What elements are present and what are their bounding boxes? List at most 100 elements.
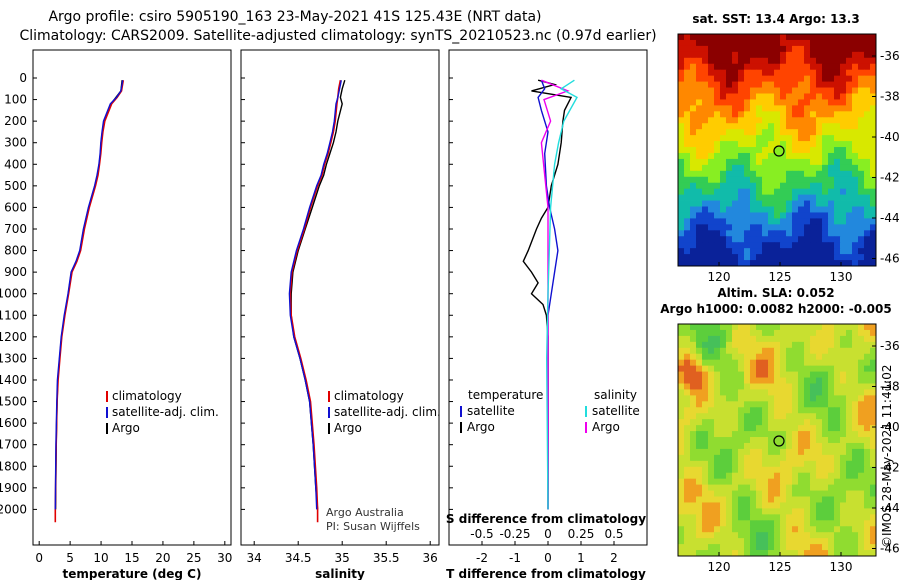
map-cell	[774, 224, 781, 231]
map-cell	[738, 176, 745, 184]
map-cell	[708, 395, 715, 402]
series-argo	[54, 80, 123, 510]
map-cell	[792, 466, 799, 474]
map-cell	[840, 365, 847, 372]
map-cell	[804, 182, 811, 190]
map-cell	[684, 93, 691, 100]
map-cell	[720, 538, 727, 545]
map-cell	[720, 353, 727, 361]
map-cell	[792, 123, 799, 130]
map-cell	[798, 69, 805, 77]
map-cell	[780, 45, 787, 53]
map-cell	[684, 45, 691, 53]
map-cell	[744, 514, 751, 521]
map-cell	[756, 431, 763, 438]
map-cell	[810, 194, 817, 201]
map-cell	[852, 395, 859, 402]
map-cell	[678, 550, 685, 557]
map-cell	[822, 502, 829, 509]
map-cell	[708, 206, 715, 213]
map-cell	[816, 75, 823, 82]
map-cell	[822, 365, 829, 372]
map-cell	[744, 508, 751, 515]
map-cell	[828, 502, 835, 509]
difference-x-ticks: -2 -1 0 1 2	[476, 541, 618, 565]
depth-tick-label: 400	[4, 157, 27, 171]
map-cell	[822, 105, 829, 112]
map-cell	[834, 93, 841, 100]
map-cell	[846, 75, 853, 82]
map-cell	[834, 182, 841, 190]
map-cell	[690, 57, 697, 65]
map-cell	[780, 425, 787, 432]
map-cell	[708, 51, 715, 59]
map-cell	[720, 57, 727, 65]
map-cell	[702, 158, 709, 166]
lat-tick-label: -40	[880, 420, 900, 434]
map-cell	[762, 51, 769, 59]
map-cell	[750, 419, 757, 426]
map-cell	[696, 514, 703, 521]
map-cell	[810, 324, 817, 331]
map-cell	[816, 371, 823, 378]
map-cell	[804, 478, 811, 486]
map-cell	[816, 158, 823, 166]
map-cell	[798, 484, 805, 491]
map-cell	[834, 170, 841, 178]
map-cell	[822, 230, 829, 237]
map-cell	[756, 123, 763, 130]
map-cell	[792, 347, 799, 355]
map-cell	[810, 478, 817, 486]
map-cell	[678, 377, 685, 384]
map-cell	[840, 141, 847, 148]
map-cell	[864, 496, 871, 503]
map-cell	[846, 230, 853, 237]
map-cell	[840, 353, 847, 361]
map-cell	[714, 490, 721, 497]
map-cell	[702, 472, 709, 480]
map-cell	[834, 425, 841, 432]
map-cell	[792, 99, 799, 106]
map-cell	[684, 371, 691, 378]
map-cell	[804, 413, 811, 420]
map-cell	[816, 147, 823, 154]
map-cell	[822, 141, 829, 148]
map-cell	[816, 347, 823, 355]
map-cell	[804, 129, 811, 136]
map-cell	[744, 218, 751, 225]
map-cell	[774, 75, 781, 82]
map-cell	[684, 117, 691, 124]
map-cell	[750, 538, 757, 545]
map-cell	[732, 39, 739, 47]
map-cell	[762, 425, 769, 432]
map-cell	[690, 544, 697, 551]
map-cell	[732, 538, 739, 545]
map-cell	[702, 152, 709, 160]
map-cell	[696, 158, 703, 166]
map-cell	[750, 502, 757, 509]
map-cell	[702, 508, 709, 515]
map-cell	[732, 359, 739, 367]
map-cell	[780, 218, 787, 225]
map-cell	[696, 81, 703, 88]
map-cell	[810, 484, 817, 491]
map-cell	[684, 51, 691, 59]
map-cell	[684, 324, 691, 331]
map-cell	[756, 508, 763, 515]
map-cell	[708, 413, 715, 420]
map-cell	[828, 329, 835, 337]
map-cell	[816, 478, 823, 486]
map-cell	[810, 141, 817, 148]
map-cell	[678, 254, 685, 261]
map-cell	[834, 389, 841, 396]
map-cell	[714, 324, 721, 331]
map-cell	[786, 466, 793, 474]
map-cell	[756, 460, 763, 468]
map-cell	[738, 514, 745, 521]
map-cell	[678, 335, 685, 343]
map-cell	[780, 206, 787, 213]
map-cell	[828, 182, 835, 190]
map-cell	[858, 105, 865, 112]
map-cell	[792, 206, 799, 213]
map-cell	[786, 341, 793, 349]
